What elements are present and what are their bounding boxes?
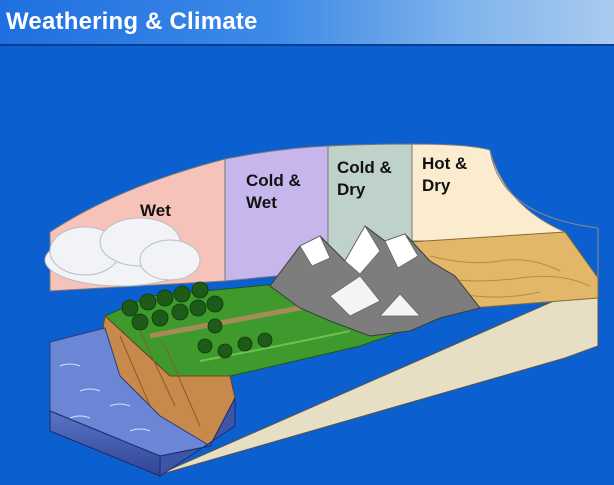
block-front-face-lower — [154, 295, 599, 477]
landscape-illustration — [44, 143, 599, 477]
page-title: Weathering & Climate — [6, 8, 258, 35]
cloud-icon — [44, 217, 201, 287]
climate-diagram: Wet Cold & Wet Cold & Dry Hot & Dry — [0, 46, 614, 480]
zone-label-hot-dry: Hot & Dry — [422, 154, 468, 195]
water-side — [159, 397, 236, 477]
backdrop-curve — [489, 149, 599, 229]
zone-label-cold-wet: Cold & Wet — [246, 171, 301, 212]
zone-label-cold-dry: Cold & Dry — [337, 158, 392, 199]
title-bar: Weathering & Climate — [0, 0, 614, 46]
zone-label-wet: Wet — [140, 201, 171, 220]
forest — [121, 281, 273, 359]
zone-panel-hot-dry — [411, 143, 566, 242]
